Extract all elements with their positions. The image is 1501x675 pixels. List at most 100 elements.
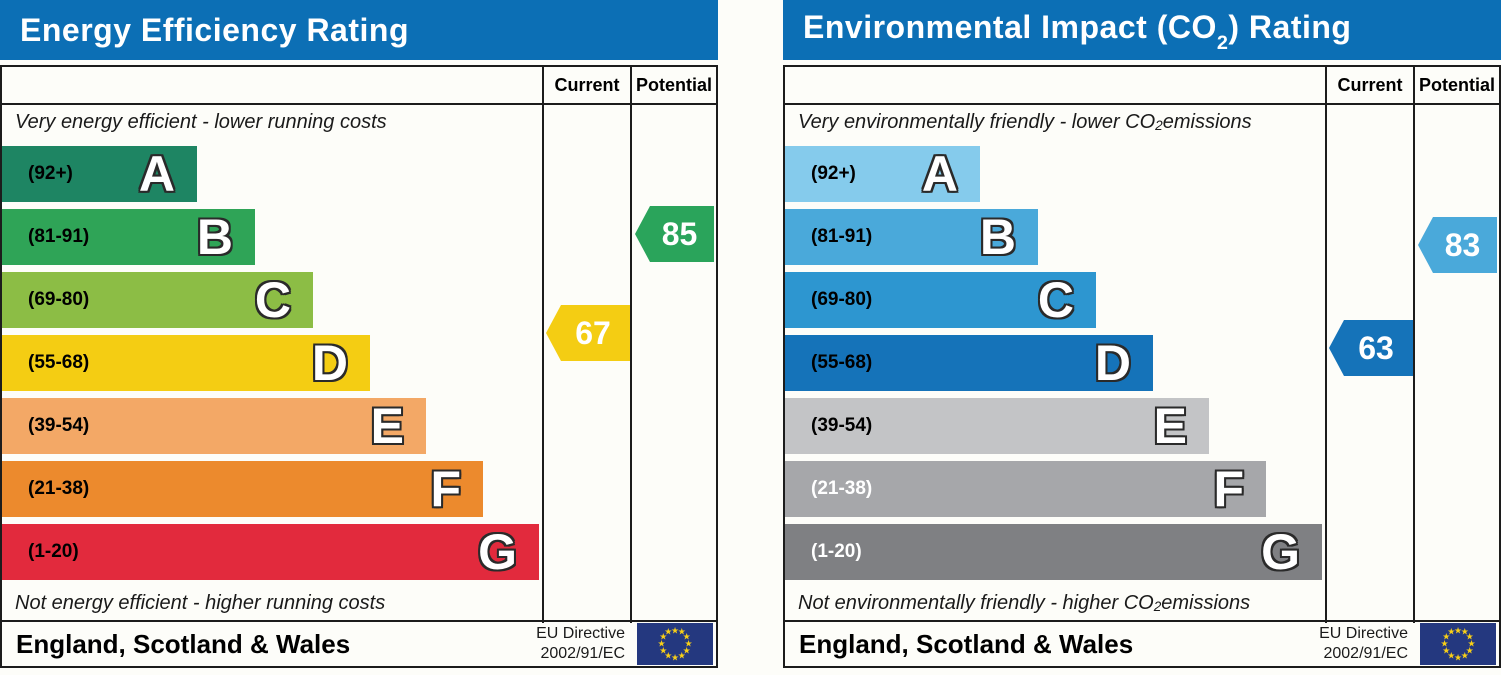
energy-potential-arrow: 85 <box>635 206 714 262</box>
energy-footer-right: EU Directive 2002/91/EC ★ ★ ★ ★ ★ ★ ★ ★ ★ ★ ★ ★ <box>536 623 716 665</box>
eu-directive-line1: EU Directive <box>536 625 625 642</box>
co2-current-value: 63 <box>1358 329 1394 366</box>
energy-band-e: (39-54) E <box>2 397 426 454</box>
energy-current-header: Current <box>542 67 630 103</box>
co2-current-header: Current <box>1325 67 1413 103</box>
band-row: (39-54) E <box>785 394 1325 457</box>
energy-chart-box: Current Potential Very energy efficient … <box>0 65 718 668</box>
band-letter: G <box>1261 523 1300 580</box>
co2-column-headers: Current Potential <box>785 67 1499 105</box>
band-letter: B <box>196 208 233 265</box>
energy-potential-column: 85 <box>630 105 716 623</box>
band-letter: E <box>1153 397 1187 454</box>
energy-potential-value: 85 <box>661 215 698 252</box>
energy-eu-directive: EU Directive 2002/91/EC <box>536 624 625 664</box>
band-letter: A <box>138 145 175 202</box>
co2-band-g: (1-20) G <box>785 523 1322 580</box>
band-range-label: (81-91) <box>28 225 90 247</box>
band-letter: C <box>254 271 291 328</box>
band-letter: D <box>1094 334 1131 391</box>
band-letter: B <box>979 208 1016 265</box>
energy-current-arrow: 67 <box>546 305 630 361</box>
band-letter: F <box>1213 460 1244 517</box>
energy-panel-title-text: Energy Efficiency Rating <box>20 11 409 48</box>
co2-panel-title-text: Environmental Impact (CO2) Rating <box>803 8 1352 54</box>
co2-band-a: (92+) A <box>785 145 980 202</box>
band-row: (69-80) C <box>785 268 1325 331</box>
band-range-label: (92+) <box>28 162 73 184</box>
co2-potential-value: 83 <box>1444 226 1481 263</box>
co2-caption-bottom: Not environmentally friendly - higher CO… <box>798 591 1251 614</box>
eu-directive-line2: 2002/91/EC <box>540 645 625 662</box>
band-range-label: (21-38) <box>28 477 90 499</box>
co2-current-column: 63 <box>1325 105 1413 623</box>
co2-band-d: (55-68) D <box>785 334 1153 391</box>
band-row: (81-91) B <box>785 205 1325 268</box>
band-range-label: (1-20) <box>28 540 79 562</box>
energy-caption-bottom: Not energy efficient - higher running co… <box>15 591 386 614</box>
band-letter: F <box>430 460 461 517</box>
co2-potential-arrow: 83 <box>1418 217 1497 273</box>
energy-current-column: 67 <box>542 105 630 623</box>
co2-band-area: Very environmentally friendly - lower CO… <box>785 105 1325 623</box>
energy-potential-header: Potential <box>630 67 716 103</box>
energy-column-headers: Current Potential <box>2 67 716 105</box>
band-range-label: (69-80) <box>811 288 873 310</box>
co2-current-arrow: 63 <box>1329 320 1413 376</box>
co2-band-f: (21-38) F <box>785 460 1266 517</box>
co2-band-e: (39-54) E <box>785 397 1209 454</box>
energy-efficiency-panel: Energy Efficiency Rating Current Potenti… <box>0 0 718 668</box>
band-letter: A <box>921 145 958 202</box>
energy-band-d: (55-68) D <box>2 334 370 391</box>
band-row: (21-38) F <box>2 457 542 520</box>
co2-head-spacer <box>785 67 1325 103</box>
energy-head-spacer <box>2 67 542 103</box>
energy-band-g: (1-20) G <box>2 523 539 580</box>
co2-region-label: England, Scotland & Wales <box>799 628 1134 659</box>
energy-region-label: England, Scotland & Wales <box>16 628 351 659</box>
co2-chart-body: Very environmentally friendly - lower CO… <box>785 105 1499 623</box>
eu-directive-line2: 2002/91/EC <box>1323 645 1408 662</box>
band-row: (92+) A <box>785 142 1325 205</box>
band-range-label: (55-68) <box>28 351 90 373</box>
band-range-label: (81-91) <box>811 225 873 247</box>
band-range-label: (55-68) <box>811 351 873 373</box>
co2-chart-box: Current Potential Very environmentally f… <box>783 65 1501 668</box>
band-range-label: (21-38) <box>811 477 873 499</box>
energy-caption-top: Very energy efficient - lower running co… <box>15 110 387 133</box>
energy-current-value: 67 <box>575 314 611 351</box>
band-row: (39-54) E <box>2 394 542 457</box>
band-range-label: (92+) <box>811 162 856 184</box>
band-letter: G <box>478 523 517 580</box>
co2-panel-title: Environmental Impact (CO2) Rating <box>783 0 1501 60</box>
co2-potential-header: Potential <box>1413 67 1499 103</box>
energy-panel-title: Energy Efficiency Rating <box>0 0 718 60</box>
band-range-label: (39-54) <box>28 414 90 436</box>
energy-footer: England, Scotland & Wales EU Directive 2… <box>2 620 716 666</box>
band-row: (21-38) F <box>785 457 1325 520</box>
band-row: (1-20) G <box>2 520 542 583</box>
band-row: (55-68) D <box>2 331 542 394</box>
co2-potential-column: 83 <box>1413 105 1499 623</box>
co2-footer: England, Scotland & Wales EU Directive 2… <box>785 620 1499 666</box>
band-row: (92+) A <box>2 142 542 205</box>
energy-chart-body: Very energy efficient - lower running co… <box>2 105 716 623</box>
co2-bands: (92+) A (81-91) B (69-80) C (55-68) D (39-54… <box>785 139 1325 583</box>
co2-band-b: (81-91) B <box>785 208 1038 265</box>
energy-bands: (92+) A (81-91) B (69-80) C (55-68) D (39-54… <box>2 139 542 583</box>
band-letter: E <box>370 397 404 454</box>
band-range-label: (39-54) <box>811 414 873 436</box>
eu-flag: ★ ★ ★ ★ ★ ★ ★ ★ ★ ★ ★ ★ <box>1420 623 1496 665</box>
energy-band-b: (81-91) B <box>2 208 255 265</box>
band-row: (55-68) D <box>785 331 1325 394</box>
band-letter: D <box>311 334 348 391</box>
co2-band-c: (69-80) C <box>785 271 1096 328</box>
energy-band-c: (69-80) C <box>2 271 313 328</box>
band-range-label: (69-80) <box>28 288 90 310</box>
co2-impact-panel: Environmental Impact (CO2) Rating Curren… <box>783 0 1501 668</box>
band-row: (69-80) C <box>2 268 542 331</box>
co2-eu-directive: EU Directive 2002/91/EC <box>1319 624 1408 664</box>
co2-footer-right: EU Directive 2002/91/EC ★ ★ ★ ★ ★ ★ ★ ★ ★ ★ ★ ★ <box>1319 623 1499 665</box>
band-row: (1-20) G <box>785 520 1325 583</box>
